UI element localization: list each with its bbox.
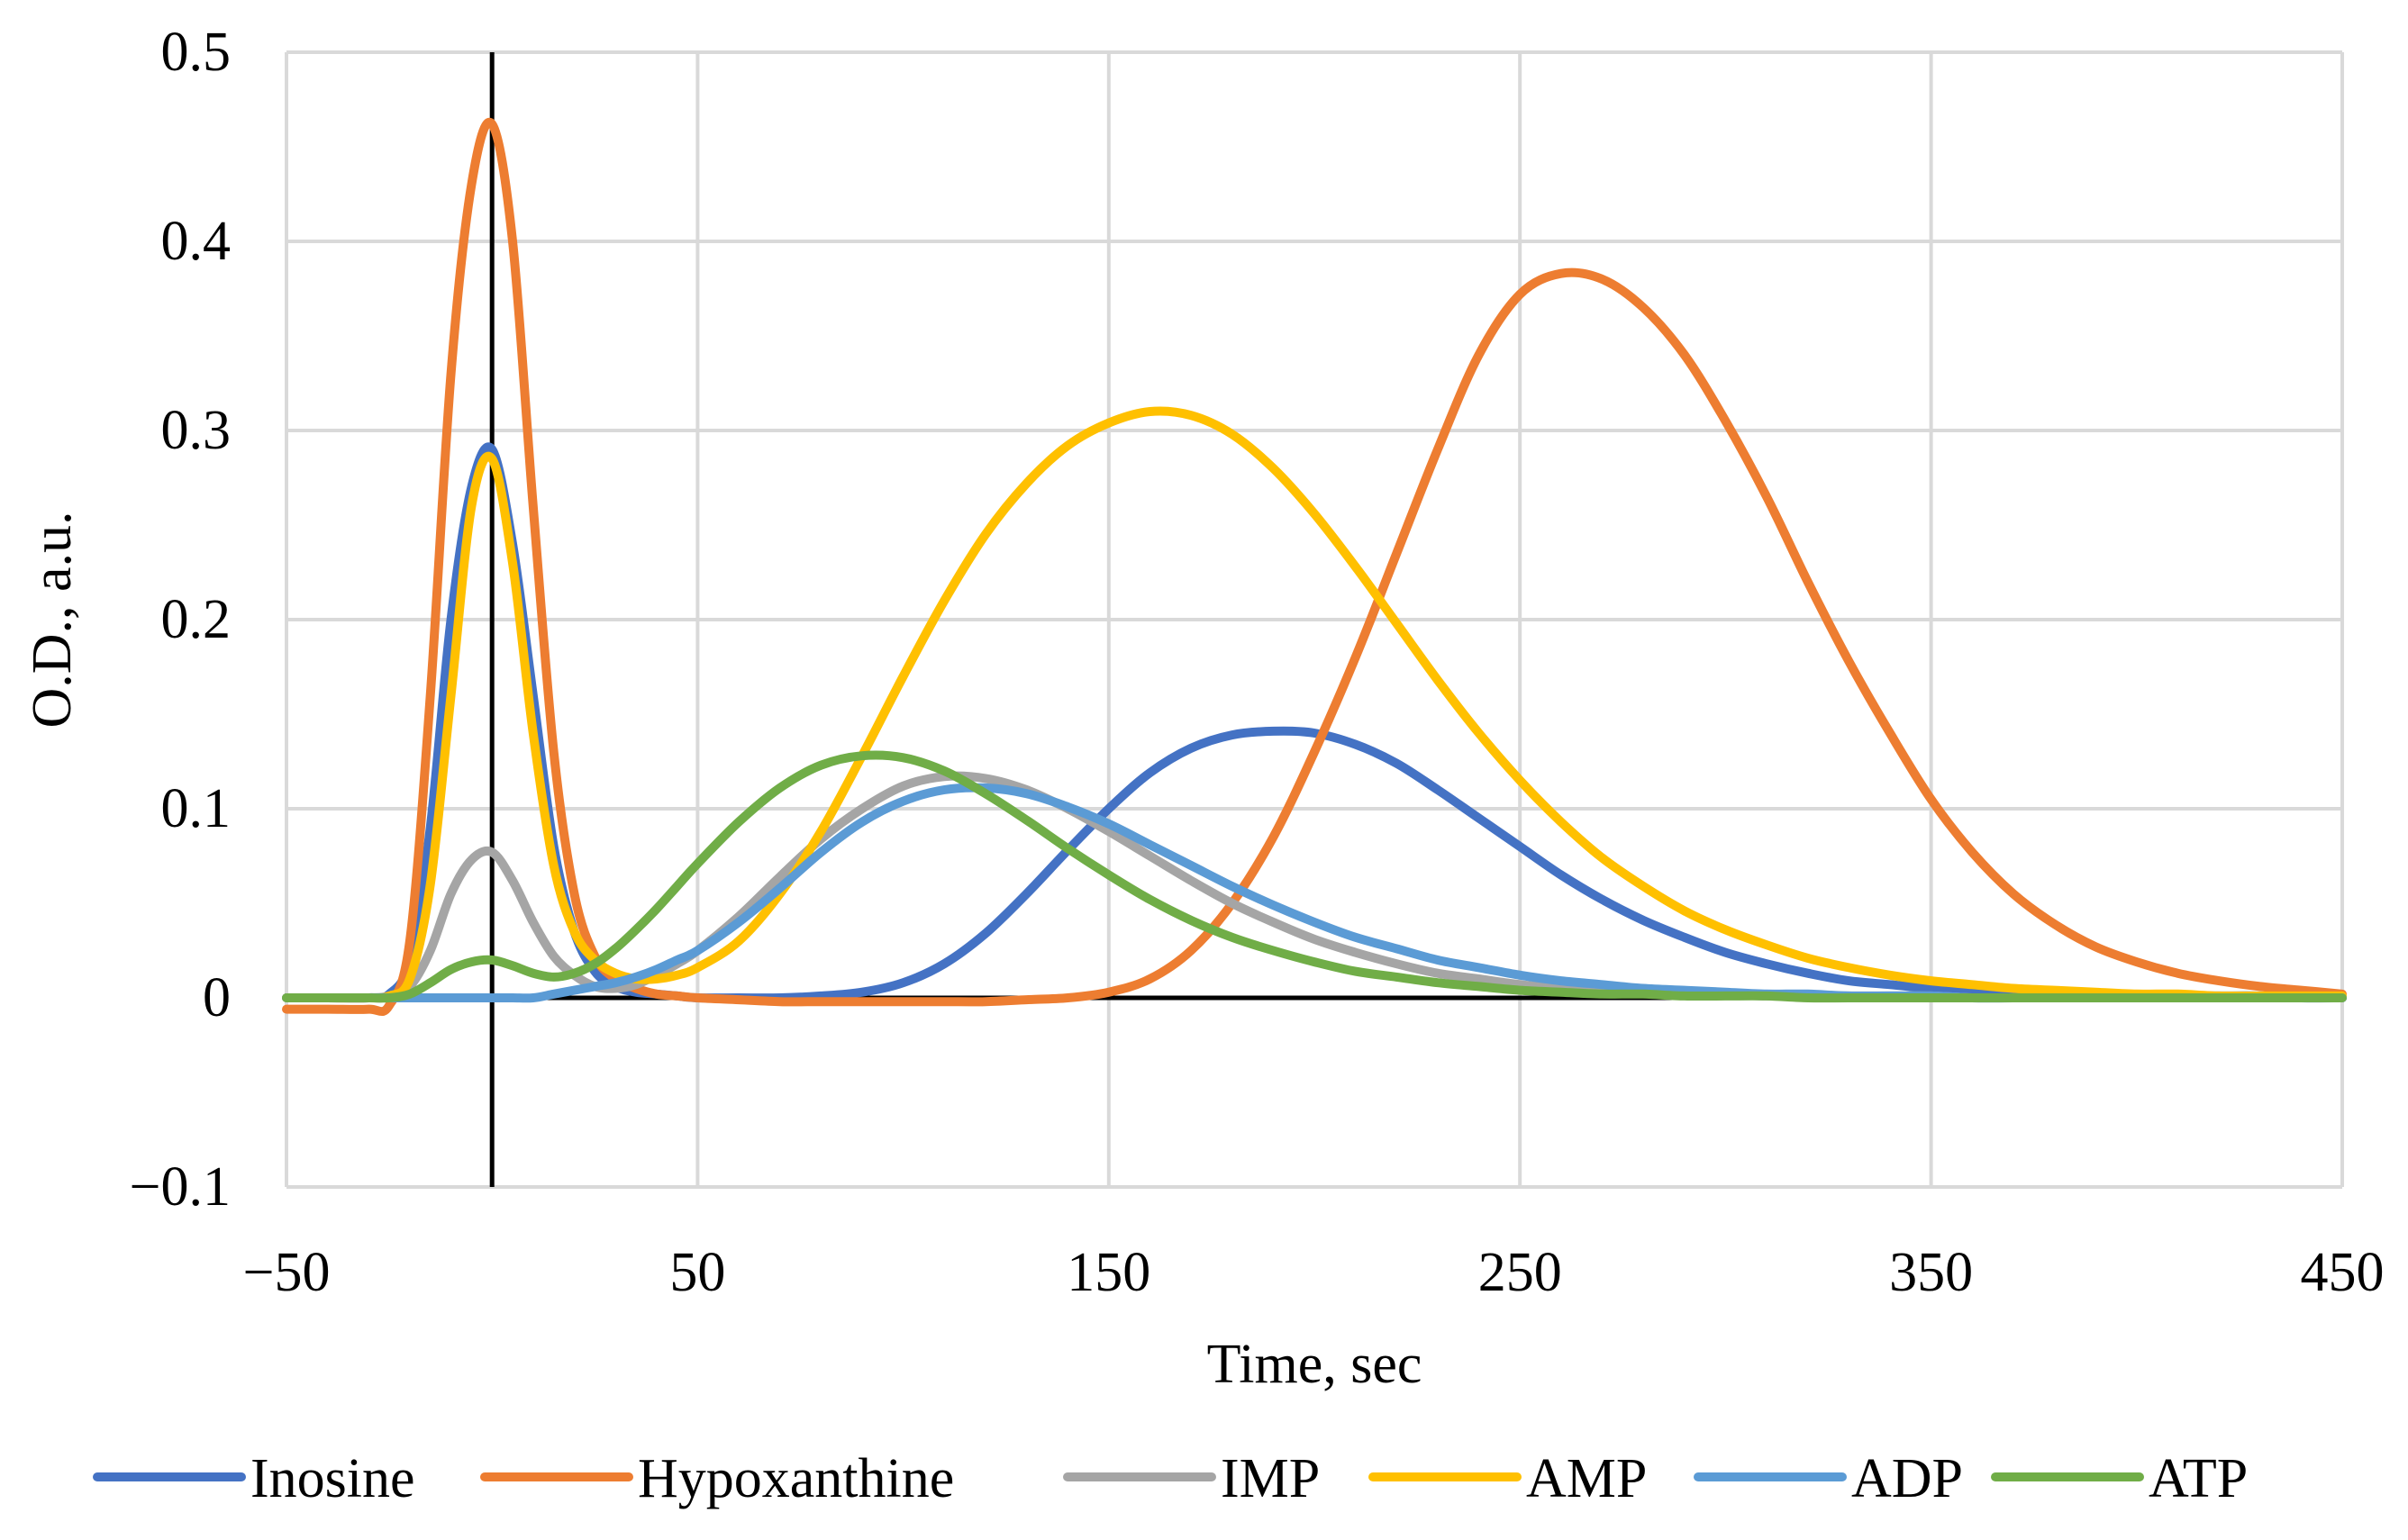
y-axis-tick-labels: −0.1 0 0.1 0.2 0.3 0.4 0.5 bbox=[130, 22, 231, 1218]
y-tick-label: 0.4 bbox=[161, 211, 232, 272]
x-axis-tick-labels: −50 50 150 250 350 450 bbox=[243, 1242, 2385, 1303]
legend-item-inosine: Inosine bbox=[93, 1448, 415, 1509]
y-tick-label: 0.3 bbox=[161, 400, 232, 461]
legend-item-adp: ADP bbox=[1694, 1448, 1963, 1509]
legend-item-hypoxanthine: Hypoxanthine bbox=[480, 1448, 954, 1509]
y-tick-label: 0.5 bbox=[161, 22, 232, 83]
y-tick-label: −0.1 bbox=[130, 1156, 231, 1218]
series-line-atp bbox=[282, 750, 2347, 1003]
x-tick-label: −50 bbox=[243, 1242, 331, 1303]
x-tick-label: 250 bbox=[1478, 1242, 1562, 1303]
legend-label: ADP bbox=[1851, 1448, 1963, 1509]
series-line-amp bbox=[282, 406, 2347, 1003]
legend-item-amp: AMP bbox=[1368, 1448, 1647, 1509]
x-tick-label: 50 bbox=[669, 1242, 725, 1303]
legend-label: IMP bbox=[1221, 1448, 1320, 1509]
legend-item-atp: ATP bbox=[1991, 1448, 2248, 1509]
x-tick-label: 450 bbox=[2301, 1242, 2385, 1303]
legend-label: AMP bbox=[1526, 1448, 1647, 1509]
x-axis-title: Time, sec bbox=[1207, 1334, 1422, 1395]
legend-label: Inosine bbox=[250, 1448, 415, 1509]
y-tick-label: 0.1 bbox=[161, 778, 232, 839]
chart-legend: Inosine Hypoxanthine IMP AMP ADP ATP bbox=[93, 1448, 2248, 1509]
legend-label: Hypoxanthine bbox=[638, 1448, 954, 1509]
series-line-hypoxanthine bbox=[282, 117, 2347, 1017]
legend-item-imp: IMP bbox=[1063, 1448, 1320, 1509]
y-tick-label: 0.2 bbox=[161, 589, 232, 650]
chart-grid bbox=[285, 50, 2344, 1189]
legend-label: ATP bbox=[2149, 1448, 2248, 1509]
chart-series bbox=[282, 117, 2347, 1017]
x-tick-label: 350 bbox=[1889, 1242, 1973, 1303]
y-axis-title: O.D., a.u. bbox=[22, 511, 83, 728]
x-tick-label: 150 bbox=[1067, 1242, 1150, 1303]
y-tick-label: 0 bbox=[203, 967, 231, 1028]
